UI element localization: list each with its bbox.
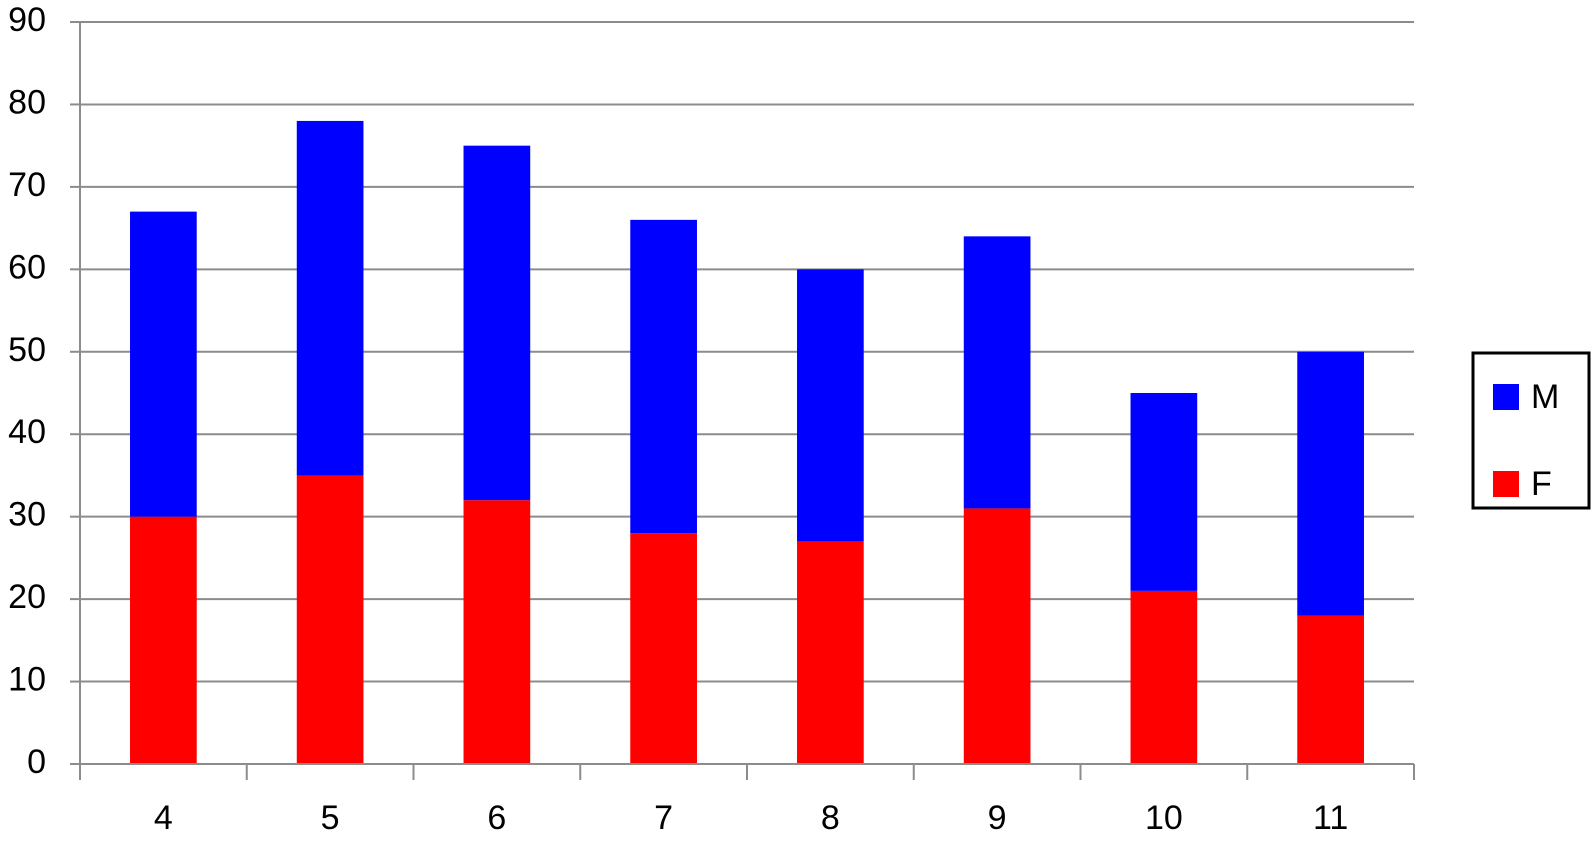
- bar-segment: [463, 145, 531, 501]
- y-tick-label: 70: [8, 166, 46, 204]
- y-tick-label: 50: [8, 331, 46, 369]
- y-tick-label: 20: [8, 578, 46, 616]
- bar-segment: [296, 475, 364, 764]
- legend-swatch: [1493, 471, 1519, 497]
- legend-label: M: [1531, 378, 1559, 416]
- bar-segment: [630, 533, 697, 764]
- x-tick-label: 4: [154, 799, 173, 837]
- bar-segment: [130, 516, 197, 764]
- bar-segment: [1130, 393, 1198, 591]
- x-tick-label: 9: [988, 799, 1007, 837]
- y-tick-label: 60: [8, 248, 46, 286]
- y-tick-label: 0: [27, 743, 46, 781]
- bar-segment: [797, 269, 864, 542]
- y-tick-label: 30: [8, 496, 46, 534]
- bar-segment: [463, 500, 531, 764]
- x-tick-label: 6: [487, 799, 506, 837]
- y-tick-label: 90: [8, 1, 46, 39]
- y-tick-label: 80: [8, 83, 46, 121]
- x-tick-label: 8: [821, 799, 840, 837]
- bar-segment: [1130, 590, 1198, 764]
- bar-segment: [1297, 615, 1364, 764]
- bar-segment: [1297, 351, 1364, 616]
- legend-box: [1471, 351, 1591, 510]
- bar-segment: [296, 120, 364, 476]
- x-tick-label: 10: [1145, 799, 1183, 837]
- bar-segment: [963, 236, 1031, 509]
- x-tick-label: 11: [1313, 799, 1348, 837]
- legend-swatch: [1493, 384, 1519, 410]
- bar-segment: [130, 211, 197, 517]
- bar-segment: [963, 508, 1031, 764]
- x-tick-label: 7: [654, 799, 673, 837]
- y-tick-label: 40: [8, 413, 46, 451]
- bar-segment: [797, 541, 864, 764]
- y-tick-label: 10: [8, 661, 46, 699]
- legend-label: F: [1531, 465, 1552, 503]
- x-tick-label: 5: [321, 799, 340, 837]
- bar-segment: [630, 219, 697, 534]
